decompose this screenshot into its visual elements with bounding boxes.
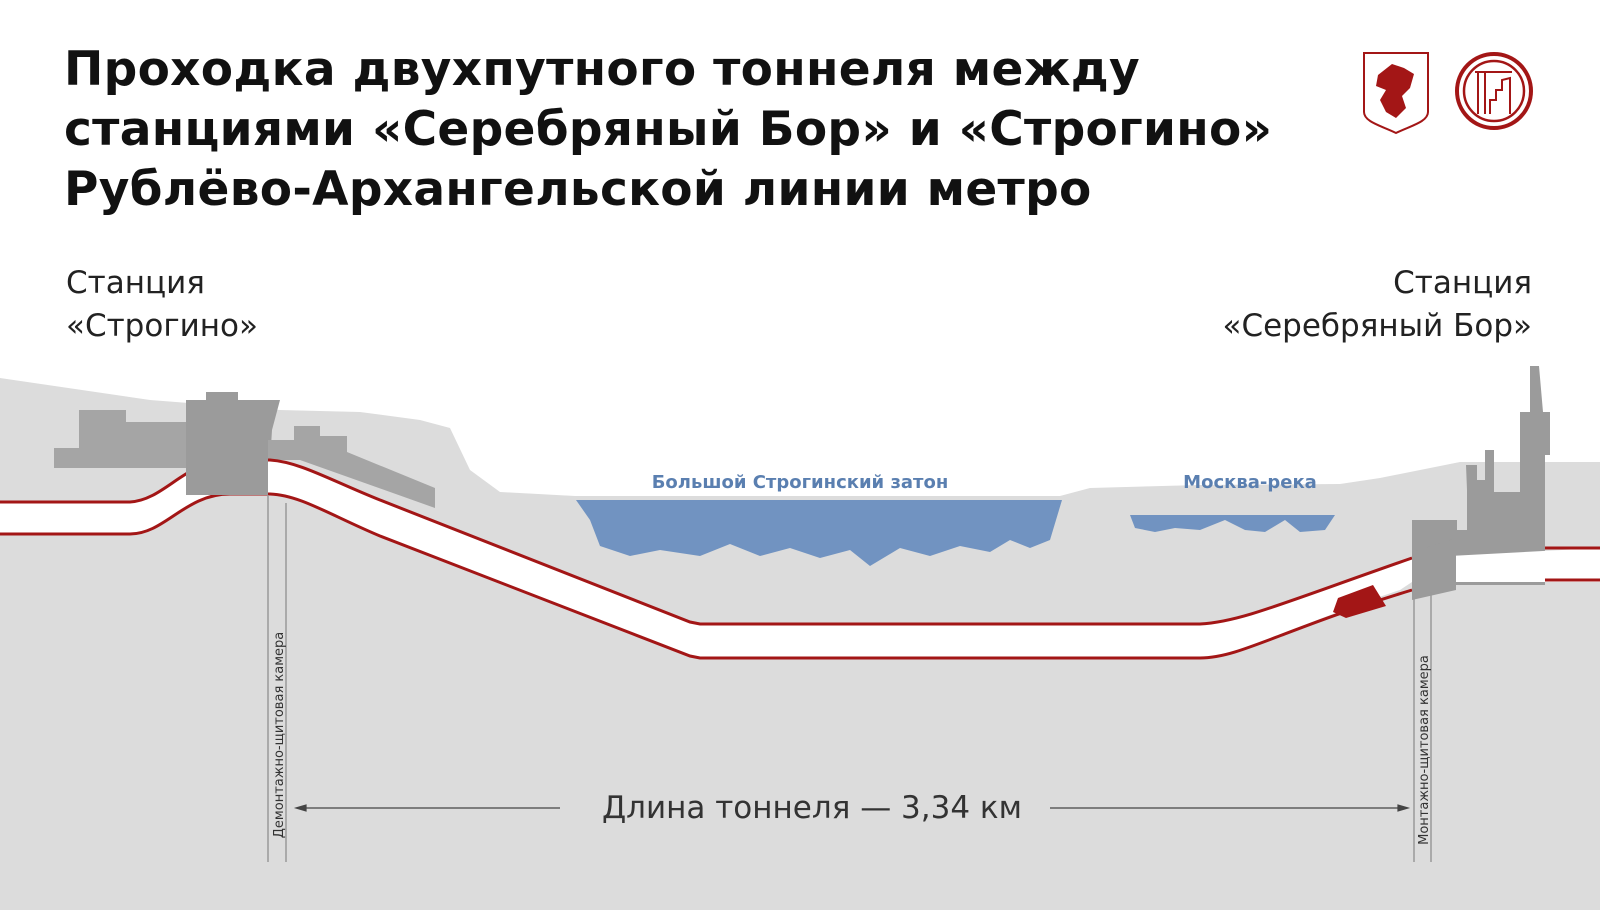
station-strogino-line2: «Строгино»: [66, 308, 258, 344]
title-line-2: станциями «Серебряный Бор» и «Строгино»: [64, 102, 1273, 157]
length-dimension-arrows: [293, 804, 1411, 812]
assembly-chamber-label: Монтажно-щитовая камера: [1417, 655, 1432, 845]
tunnel: [0, 460, 1600, 658]
river-water: [1130, 515, 1335, 532]
serebryany-station-box: [1412, 538, 1456, 600]
construction-complex-logo: [1455, 52, 1533, 130]
strogino-station-box: [186, 400, 268, 495]
station-strogino-line1: Станция: [66, 265, 205, 301]
title-line-3: Рублёво-Архангельской линии метро: [64, 162, 1092, 217]
tunnel-boring-machine-icon: [1333, 585, 1386, 618]
chamber-shafts: [267, 495, 1432, 862]
tunnel-bottom-line: [0, 492, 1413, 660]
lake-label: Большой Строгинский затон: [652, 472, 949, 493]
moscow-coat-of-arms-logo: [1363, 52, 1429, 135]
station-strogino-label: Станция «Строгино»: [66, 262, 258, 348]
dismantling-chamber-label: Демонтажно-щитовая камера: [272, 632, 287, 838]
lake-water: [576, 500, 1062, 566]
title-line-1: Проходка двухпутного тоннеля между: [64, 42, 1140, 97]
tunnel-length-label: Длина тоннеля — 3,34 км: [602, 790, 1022, 826]
river-label: Москва-река: [1183, 472, 1317, 493]
tunnel-top-line: [0, 458, 1413, 626]
station-serebryany-bor-line1: Станция: [1393, 265, 1532, 301]
station-serebryany-bor-label: Станция «Серебряный Бор»: [1222, 262, 1532, 348]
station-serebryany-bor-line2: «Серебряный Бор»: [1222, 308, 1532, 344]
page-title: Проходка двухпутного тоннеля между станц…: [64, 40, 1272, 220]
